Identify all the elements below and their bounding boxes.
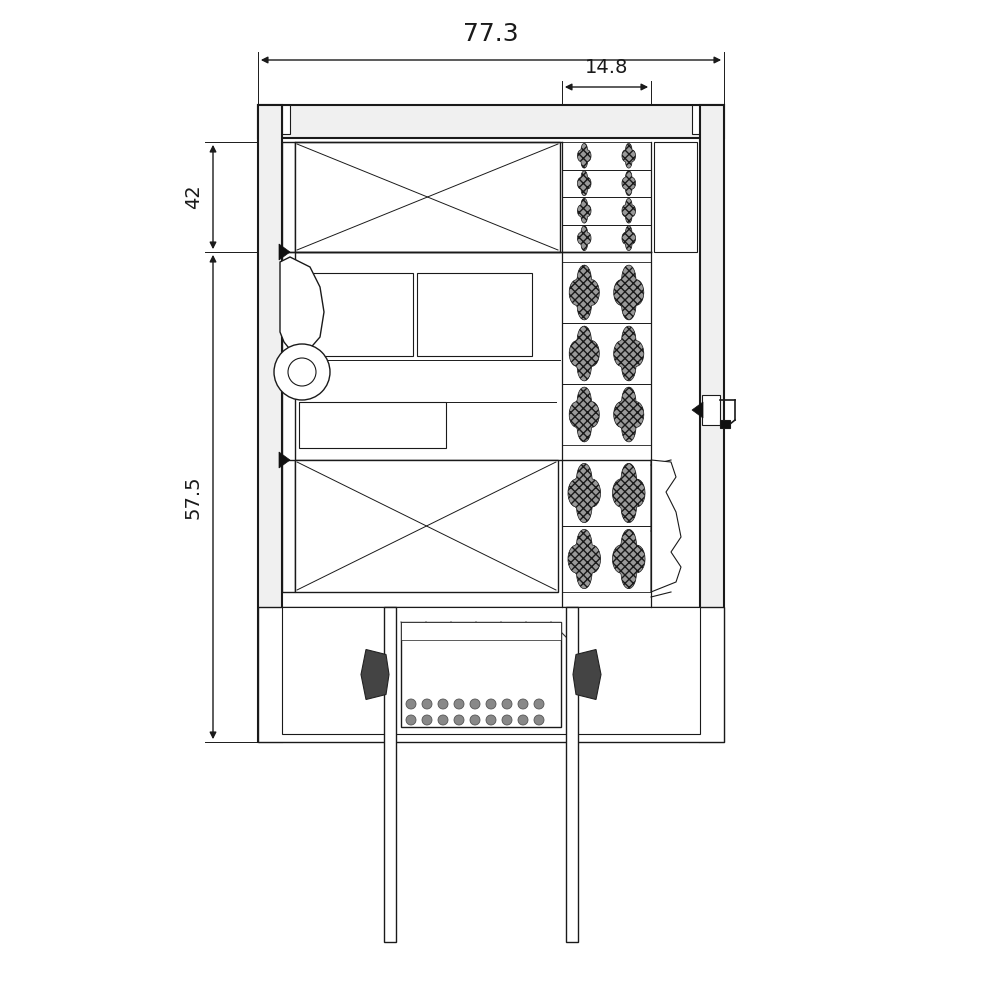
Bar <box>282 607 700 734</box>
Polygon shape <box>622 171 636 196</box>
Text: 57.5: 57.5 <box>184 475 203 519</box>
Bar <box>282 142 295 592</box>
Circle shape <box>274 344 330 400</box>
Circle shape <box>470 699 480 709</box>
Circle shape <box>406 715 416 725</box>
Polygon shape <box>612 529 645 589</box>
Circle shape <box>422 715 432 725</box>
Bar <box>700 105 724 742</box>
Circle shape <box>486 699 496 709</box>
Bar <box>258 105 724 138</box>
Circle shape <box>470 715 480 725</box>
Polygon shape <box>361 650 389 700</box>
Polygon shape <box>577 171 591 196</box>
Circle shape <box>502 715 512 725</box>
Polygon shape <box>569 387 599 442</box>
Circle shape <box>438 699 448 709</box>
Polygon shape <box>577 143 591 168</box>
Polygon shape <box>568 463 601 523</box>
Bar <box>258 607 724 742</box>
Circle shape <box>534 699 544 709</box>
Circle shape <box>518 715 528 725</box>
Polygon shape <box>614 387 644 442</box>
Bar <box>295 460 558 592</box>
Bar <box>401 622 561 640</box>
Polygon shape <box>692 402 703 418</box>
Polygon shape <box>614 265 644 320</box>
Polygon shape <box>651 460 681 592</box>
Polygon shape <box>569 265 599 320</box>
Bar <box>654 142 697 252</box>
Bar <box>299 402 446 448</box>
Circle shape <box>406 699 416 709</box>
Bar <box>401 622 561 727</box>
Polygon shape <box>573 650 601 700</box>
Circle shape <box>534 715 544 725</box>
Polygon shape <box>622 198 636 223</box>
Bar <box>692 105 700 134</box>
Bar <box>297 273 413 356</box>
Text: 77.3: 77.3 <box>463 22 519 46</box>
Polygon shape <box>280 257 324 352</box>
Text: 42: 42 <box>184 185 203 209</box>
Bar <box>566 607 578 942</box>
Bar <box>417 273 532 356</box>
Polygon shape <box>614 326 644 381</box>
Circle shape <box>454 715 464 725</box>
Circle shape <box>288 358 316 386</box>
Bar <box>720 420 730 428</box>
Circle shape <box>518 699 528 709</box>
Circle shape <box>502 699 512 709</box>
Text: 14.8: 14.8 <box>585 58 628 77</box>
Bar <box>282 105 290 134</box>
Bar <box>702 395 720 425</box>
Bar <box>258 105 282 742</box>
Circle shape <box>438 715 448 725</box>
Polygon shape <box>577 198 591 223</box>
Polygon shape <box>577 226 591 251</box>
Polygon shape <box>622 143 636 168</box>
Bar <box>295 142 560 252</box>
Polygon shape <box>622 226 636 251</box>
Bar <box>384 607 396 942</box>
Polygon shape <box>569 326 599 381</box>
Polygon shape <box>279 244 290 260</box>
Circle shape <box>486 715 496 725</box>
Polygon shape <box>568 529 601 589</box>
Polygon shape <box>612 463 645 523</box>
Circle shape <box>422 699 432 709</box>
Circle shape <box>454 699 464 709</box>
Polygon shape <box>279 452 290 468</box>
